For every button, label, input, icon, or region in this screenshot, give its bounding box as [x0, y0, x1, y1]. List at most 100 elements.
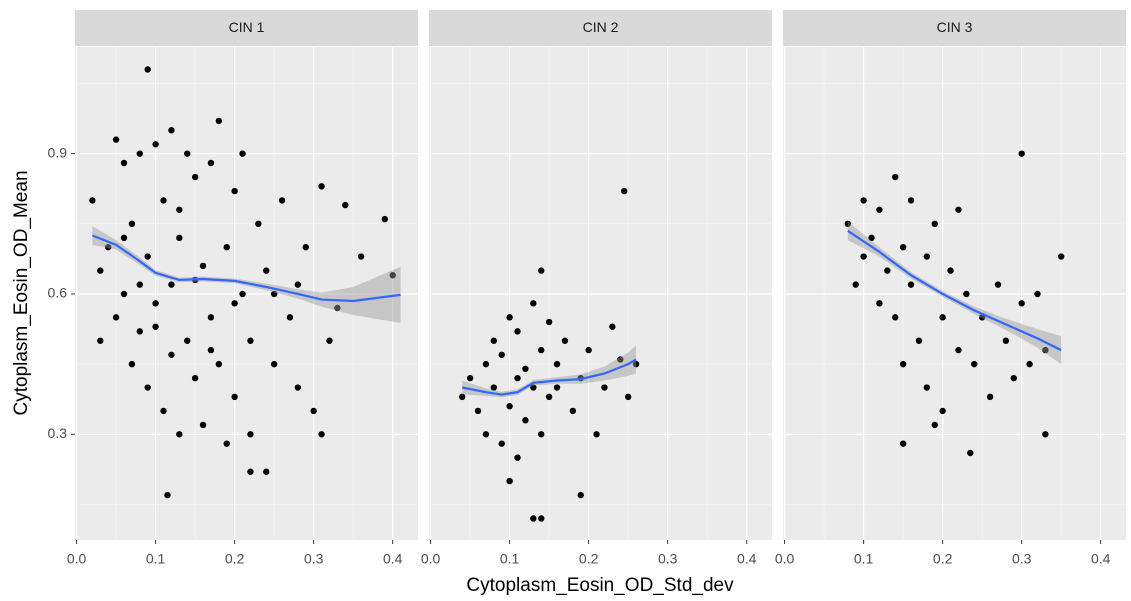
point: [1042, 431, 1049, 438]
point: [844, 220, 852, 228]
point: [907, 197, 915, 204]
point: [522, 417, 529, 424]
strip-label: CIN 2: [583, 19, 619, 35]
point: [207, 314, 215, 321]
point: [868, 234, 875, 242]
x-tick-label: 0.4: [383, 551, 403, 567]
point: [923, 384, 931, 391]
point: [112, 314, 120, 321]
point: [907, 281, 915, 288]
point: [326, 337, 333, 344]
point: [530, 515, 537, 522]
confidence-band: [462, 345, 637, 398]
point: [152, 300, 159, 307]
point: [199, 262, 207, 270]
point: [458, 393, 466, 401]
x-tick-label: 0.2: [579, 551, 599, 567]
smooth-line: [847, 229, 1062, 352]
point: [144, 384, 151, 391]
point: [624, 393, 632, 401]
point: [1018, 150, 1025, 157]
point: [994, 281, 1002, 288]
point: [215, 117, 223, 125]
point: [474, 407, 482, 415]
point: [1010, 374, 1017, 382]
x-tick-label: 0.1: [500, 551, 520, 567]
x-tick-label: 0.0: [775, 551, 795, 567]
point: [617, 356, 624, 363]
point: [939, 407, 946, 415]
strip-label: CIN 3: [937, 19, 973, 35]
point: [120, 290, 128, 298]
x-tick-label: 0.0: [67, 551, 87, 567]
point: [263, 267, 270, 274]
point: [97, 337, 104, 344]
x-tick-label: 0.4: [737, 551, 757, 567]
point: [112, 136, 120, 143]
strip-background: [783, 10, 1126, 46]
point: [334, 304, 341, 312]
point: [247, 468, 254, 475]
point: [585, 346, 592, 354]
point: [247, 337, 254, 344]
point: [593, 431, 600, 438]
point: [899, 440, 907, 447]
point: [215, 360, 223, 368]
point: [191, 374, 199, 382]
confidence-band: [847, 221, 1062, 365]
point: [270, 360, 278, 368]
point: [310, 407, 317, 415]
y-tick-label: 0.3: [48, 425, 68, 441]
point: [498, 351, 505, 358]
point: [986, 393, 994, 401]
point: [569, 407, 577, 415]
x-tick-label: 0.1: [146, 551, 166, 567]
point: [860, 253, 867, 260]
point: [120, 159, 128, 167]
point: [247, 431, 254, 438]
point: [609, 323, 616, 330]
point: [506, 477, 513, 485]
point: [538, 431, 545, 438]
point: [1002, 337, 1010, 344]
point: [967, 449, 974, 457]
point: [1026, 360, 1033, 368]
point: [318, 431, 325, 438]
point: [342, 201, 349, 209]
point: [899, 243, 907, 251]
point: [357, 253, 365, 260]
point: [263, 468, 270, 475]
point: [466, 374, 474, 382]
point: [1042, 346, 1049, 354]
point: [286, 314, 294, 321]
point: [152, 323, 159, 330]
strip-background: [75, 10, 418, 46]
x-tick-label: 0.4: [1091, 551, 1111, 567]
point: [231, 393, 238, 401]
point: [270, 290, 278, 298]
point: [184, 150, 191, 157]
point: [318, 183, 325, 190]
point: [255, 220, 262, 228]
x-tick-label: 0.3: [1012, 551, 1032, 567]
point: [199, 421, 207, 429]
x-axis-title: Cytoplasm_Eosin_OD_Std_dev: [466, 575, 734, 596]
point: [514, 328, 521, 335]
point: [294, 281, 302, 288]
point: [223, 440, 230, 447]
point: [506, 314, 513, 321]
point: [231, 300, 238, 307]
point: [120, 234, 128, 242]
point: [278, 197, 286, 204]
point: [294, 384, 302, 391]
point: [160, 407, 167, 415]
point: [152, 141, 159, 148]
point: [168, 351, 175, 358]
point: [168, 127, 175, 134]
point: [545, 393, 553, 401]
point: [538, 346, 545, 354]
point: [490, 384, 498, 391]
point: [971, 360, 978, 368]
smooth-line: [461, 358, 637, 396]
